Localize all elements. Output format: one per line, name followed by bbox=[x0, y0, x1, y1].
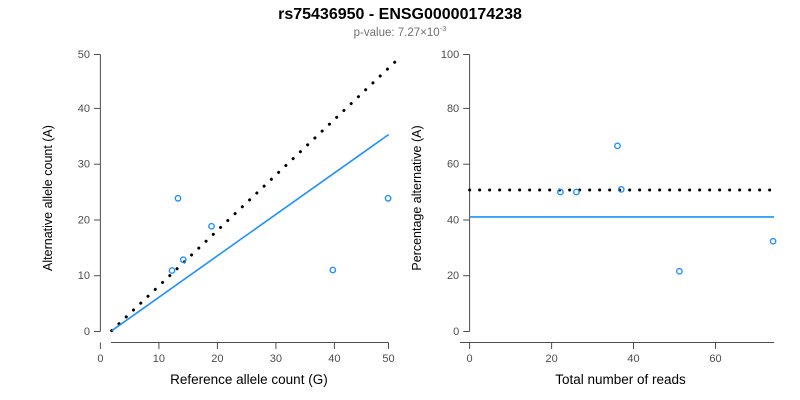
svg-text:20: 20 bbox=[545, 353, 557, 365]
svg-text:Alternative allele count (A): Alternative allele count (A) bbox=[41, 125, 55, 271]
svg-text:30: 30 bbox=[78, 159, 90, 171]
svg-text:60: 60 bbox=[447, 159, 459, 171]
svg-text:Percentage alternative (A): Percentage alternative (A) bbox=[410, 125, 424, 270]
svg-text:20: 20 bbox=[211, 353, 223, 365]
svg-text:40: 40 bbox=[328, 353, 340, 365]
svg-text:30: 30 bbox=[270, 353, 282, 365]
svg-text:0: 0 bbox=[453, 326, 459, 338]
svg-text:Reference allele count (G): Reference allele count (G) bbox=[170, 372, 328, 387]
svg-text:0: 0 bbox=[84, 326, 90, 338]
svg-text:40: 40 bbox=[447, 215, 459, 227]
svg-text:10: 10 bbox=[153, 353, 165, 365]
svg-text:50: 50 bbox=[382, 353, 394, 365]
svg-text:Total number of reads: Total number of reads bbox=[555, 372, 686, 387]
svg-text:50: 50 bbox=[78, 49, 90, 61]
svg-text:80: 80 bbox=[447, 103, 459, 115]
svg-text:0: 0 bbox=[97, 353, 103, 365]
svg-text:0: 0 bbox=[467, 353, 473, 365]
svg-text:20: 20 bbox=[447, 270, 459, 282]
svg-text:100: 100 bbox=[441, 49, 459, 61]
svg-text:20: 20 bbox=[78, 215, 90, 227]
svg-text:40: 40 bbox=[78, 103, 90, 115]
svg-text:10: 10 bbox=[78, 270, 90, 282]
svg-text:60: 60 bbox=[709, 353, 721, 365]
svg-text:40: 40 bbox=[627, 353, 639, 365]
